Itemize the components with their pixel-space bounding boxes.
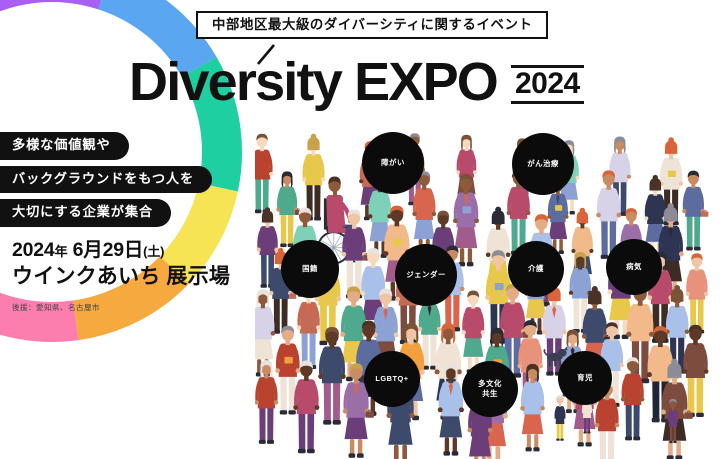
topic-bubble-line: 国籍 [302,264,318,273]
title-year-text: 2024 [515,67,580,100]
crowd-child [667,398,679,444]
topic-bubble-disability: 障がい [362,132,424,194]
crowd-person [620,357,645,441]
tagline-row-2: 大切にする企業が集合 [0,199,212,233]
crowd-person [293,360,320,454]
topic-bubble-multicultural: 多文化 共生 [462,361,518,417]
crowd-person [256,207,279,288]
crowd-person [342,363,374,458]
tagline-list: 多様な価値観やバックグラウンドをもつ人を 大切にする企業が集合 [0,132,213,233]
crowd-person [568,251,592,333]
ring-segment-orange-bottom [72,256,189,341]
topic-bubble-lgbtq: LGBTQ+ [364,351,420,407]
topic-bubble-label-illness: 病気 [626,262,642,272]
event-venue: ウインクあいち 展示場 [12,265,231,289]
crowd-child [554,394,566,441]
topic-bubble-line: がん治療 [527,159,559,168]
tagline-row-1: バックグラウンドをもつ人を [0,165,213,200]
crowd-person [682,324,709,418]
crowd-person [626,283,655,384]
crowd-person [276,171,302,248]
topic-bubble-label-cancer: がん治療 [527,159,559,169]
event-banner-text: 中部地区最大級のダイバーシティに関するイベント [212,17,533,32]
crowd-person [520,363,545,452]
event-details: 2024年 6月29日(土) ウインクあいち 展示場 後援：愛知県、名古屋市 [12,238,230,312]
title-year-box: 2024 [511,65,584,104]
topic-bubble-illness: 病気 [606,239,662,295]
event-date-month-day: 6月29日 [72,239,144,261]
event-banner: 中部地区最大級のダイバーシティに関するイベント [196,11,549,40]
topic-bubble-line: LGBTQ+ [375,374,409,383]
crowd-person [452,173,480,267]
topic-bubble-line: 共生 [482,389,498,398]
topic-bubble-line: 多文化 [478,379,502,389]
event-date-year: 2024 [12,239,55,261]
topic-bubble-label-nursing-care: 介護 [528,264,544,274]
topic-bubble-label-multicultural: 多文化 共生 [478,379,502,399]
ring-segment-group [0,0,243,342]
crowd-person [461,290,485,374]
ring-segment-yellow-bottom-right [159,183,238,284]
crowd-person [255,289,276,377]
topic-bubble-line: ジェンダー [406,270,446,279]
crowd-person [255,360,279,444]
banner-tail-icon [254,44,275,65]
topic-bubble-line: 病気 [626,262,642,271]
crowd-person [275,325,301,415]
topic-bubble-label-nationality: 国籍 [302,264,318,274]
crowd-person [255,133,274,214]
topic-bubble-childcare: 育児 [558,351,612,405]
topic-bubble-nursing-care: 介護 [508,241,564,297]
tagline-pill-0: 多様な価値観や [0,132,129,160]
crowd-person [659,137,684,226]
topic-bubble-nationality: 国籍 [281,240,339,298]
crowd-person [506,169,531,255]
event-support: 後援：愛知県、名古屋市 [12,302,100,312]
event-date-year-unit: 年 [54,244,68,259]
topic-bubble-label-childcare: 育児 [577,373,593,383]
topic-bubble-line: 障がい [381,158,405,167]
crowd-person [685,253,709,334]
crowd-person [341,209,371,299]
tagline-pill-2: 大切にする企業が集合 [0,199,172,227]
crowd-person [682,170,709,251]
title-main-text: Diversity EXPO [129,52,499,112]
topic-bubble-line: 育児 [577,373,593,382]
topic-bubble-label-gender: ジェンダー [406,270,445,280]
topic-bubble-label-lgbtq: LGBTQ+ [375,374,408,384]
ring-segment-pink-bottom [0,292,79,342]
topic-bubble-cancer: がん治療 [512,133,574,195]
crowd-dog [543,346,568,367]
ring-svg [0,0,243,342]
topic-bubble-line: 介護 [528,264,544,273]
ring-segment-teal-right [181,57,243,192]
diversity-color-ring [0,0,243,342]
crowd-person [318,327,346,425]
event-date: 2024年 6月29日(土) [12,238,230,262]
topic-bubble-label-disability: 障がい [381,158,405,168]
ring-segment-blue-top-right [98,0,217,77]
crowd-person [301,133,326,221]
tagline-row-0: 多様な価値観や [0,132,212,166]
tagline-pill-1: バックグラウンドをもつ人を [0,165,213,193]
topic-bubble-gender: ジェンダー [395,244,457,306]
page-title: Diversity EXPO 2024 [129,55,584,109]
event-date-weekday: (土) [143,244,165,259]
crowd-person [437,363,464,456]
ring-segment-purple-top [0,0,102,12]
